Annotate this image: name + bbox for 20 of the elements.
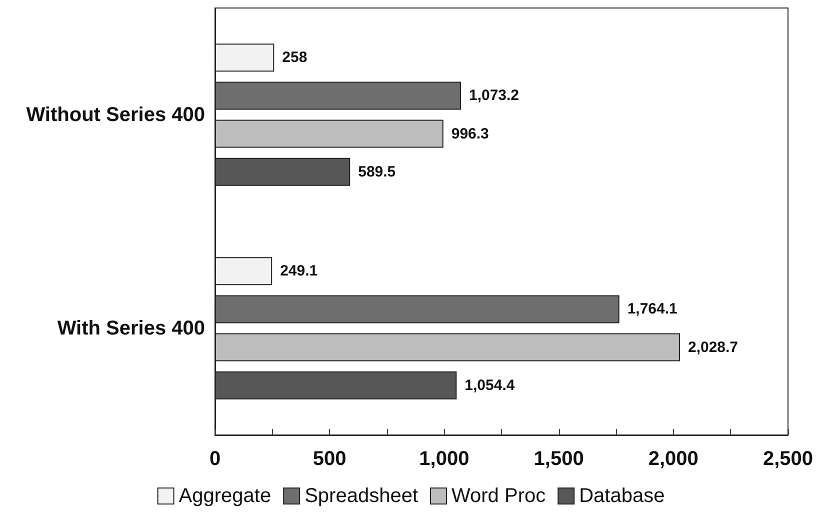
data-label: 258	[282, 49, 308, 66]
data-label: 996.3	[451, 125, 489, 142]
legend-label: Database	[579, 485, 665, 507]
y-tick-label: With Series 400	[57, 317, 205, 340]
data-label: 249.1	[280, 262, 318, 280]
legend-label: Spreadsheet	[304, 485, 418, 507]
legend-label: Aggregate	[178, 485, 272, 507]
data-label: 2,028.7	[688, 338, 738, 356]
data-label: 1,764.1	[627, 300, 678, 318]
x-tick-label: 500	[312, 448, 346, 470]
legend-label: Word Proc	[452, 485, 546, 507]
data-label: 1,054.4	[464, 376, 516, 394]
x-tick-label: 1,000	[419, 448, 470, 470]
x-tick-label: 2,000	[648, 448, 698, 470]
y-tick-label: Without Series 400	[26, 104, 205, 126]
x-tick-label: 2,500	[762, 448, 814, 470]
data-label: 1,073.2	[468, 87, 520, 104]
x-tick-label: 1,500	[534, 448, 584, 470]
x-tick-label: 0	[209, 448, 221, 470]
data-label: 589.5	[358, 163, 396, 180]
